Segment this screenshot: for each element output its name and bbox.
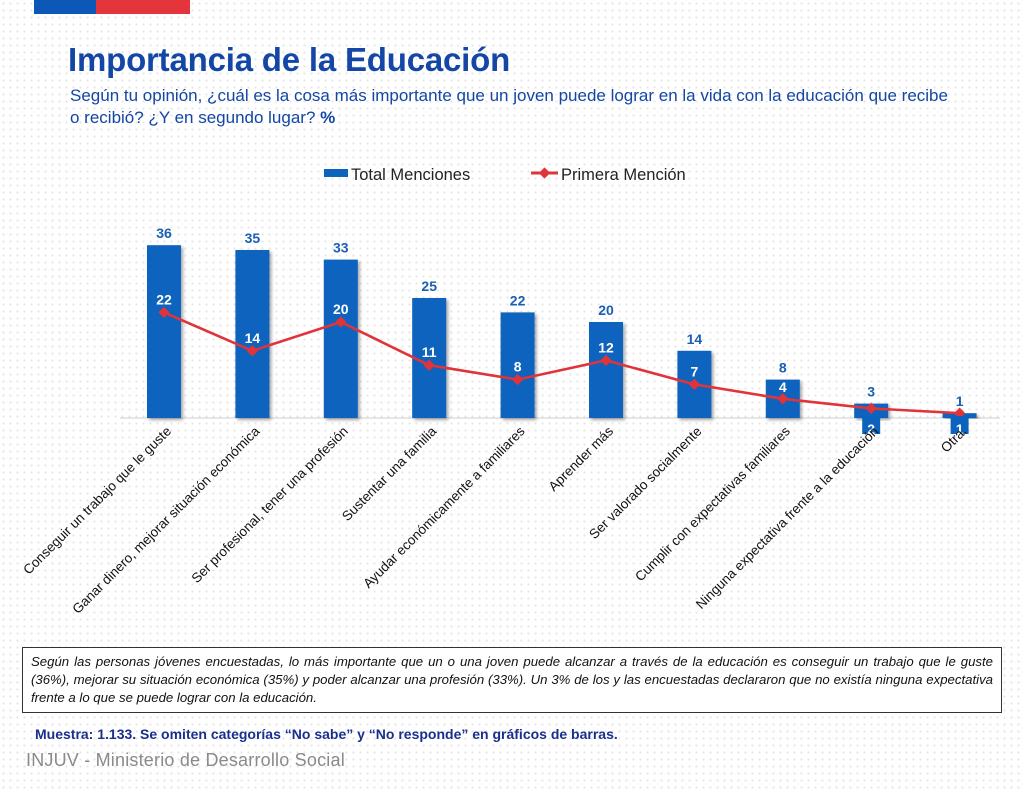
bar-series — [147, 245, 977, 418]
category-label-3: Sustentar una familia — [339, 423, 440, 524]
bar-label-total-4: 22 — [510, 292, 526, 308]
header-stripe-red — [96, 0, 190, 14]
category-label-2: Ser profesional, tener una profesión — [189, 424, 351, 586]
sample-note: Muestra: 1.133. Se omiten categorías “No… — [35, 726, 618, 742]
line-marker-1 — [246, 345, 259, 357]
line-marker-0 — [158, 306, 170, 319]
bar-label-total-6: 14 — [687, 331, 703, 347]
line-label-primera-4: 8 — [514, 359, 522, 375]
page-subtitle: Según tu opinión, ¿cuál es la cosa más i… — [70, 85, 950, 129]
legend-label-total: Total Menciones — [351, 166, 470, 184]
line-marker-6 — [688, 378, 701, 391]
bar-label-total-3: 25 — [421, 278, 437, 294]
line-marker-5 — [600, 354, 612, 367]
line-label-primera-2: 20 — [333, 301, 349, 317]
line-label-bg-8 — [862, 416, 881, 434]
category-label-7: Cumplir con expectativas familiares — [632, 423, 793, 584]
header-stripe-blue — [34, 0, 96, 14]
category-label-0: Conseguir un trabajo que le guste — [20, 424, 174, 578]
line-marker-7 — [777, 393, 789, 405]
line-marker-3 — [423, 359, 435, 371]
line-label-primera-7: 4 — [779, 379, 787, 395]
line-marker-2 — [335, 316, 347, 328]
bar-line-chart: Total Menciones Primera Mención 36 35 33 25… — [20, 166, 1000, 617]
line-primera-path — [163, 311, 960, 415]
category-label-5: Aprender más — [546, 423, 617, 494]
page-title: Importancia de la Educación — [68, 41, 511, 78]
line-label-primera-6: 7 — [691, 363, 699, 379]
line-label-primera-1: 14 — [245, 330, 261, 346]
bar-total-1 — [235, 250, 270, 418]
line-label-primera-0: 22 — [156, 291, 172, 307]
legend-marker-primera — [538, 167, 551, 179]
category-label-4: Ayudar económicamente a familiares — [360, 423, 528, 591]
legend-label-primera: Primera Mención — [561, 166, 686, 184]
bar-label-total-0: 36 — [156, 225, 172, 241]
category-label-8: Ninguna expectativa frente a la educació… — [693, 424, 881, 612]
line-marker-8 — [865, 402, 877, 415]
line-label-primera-8: 2 — [867, 421, 875, 437]
bar-total-3 — [412, 298, 447, 418]
chart-legend: Total Menciones Primera Mención — [324, 166, 686, 184]
line-label-primera-9: 1 — [956, 421, 964, 437]
line-marker-4 — [511, 373, 524, 386]
footer-org: INJUV - Ministerio de Desarrollo Social — [26, 750, 345, 770]
line-value-labels: 22 14 20 11 8 12 7 4 2 1 — [156, 291, 969, 437]
bar-label-total-9: 1 — [956, 393, 964, 409]
subtitle-question: Según tu opinión, ¿cuál es la cosa más i… — [70, 86, 948, 127]
legend-swatch-total — [324, 169, 348, 177]
bar-label-total-7: 8 — [779, 360, 787, 376]
line-series — [158, 306, 966, 419]
category-label-1: Ganar dinero, mejorar situación económic… — [69, 423, 262, 616]
bar-total-5 — [589, 322, 623, 418]
bar-label-total-8: 3 — [867, 384, 875, 400]
summary-box: Según las personas jóvenes encuestadas, … — [22, 647, 1002, 713]
bar-value-labels: 36 35 33 25 22 20 14 8 3 1 — [156, 225, 963, 409]
line-label-primera-5: 12 — [598, 339, 614, 355]
bar-total-0 — [147, 245, 181, 418]
bar-label-total-5: 20 — [598, 302, 614, 318]
bar-label-total-1: 35 — [245, 230, 261, 246]
line-label-primera-3: 11 — [422, 344, 437, 360]
bar-total-4 — [500, 312, 535, 418]
line-label-bg-9 — [950, 416, 969, 434]
subtitle-unit: % — [320, 108, 336, 127]
bar-label-total-2: 33 — [333, 240, 349, 256]
bar-total-2 — [323, 259, 358, 418]
